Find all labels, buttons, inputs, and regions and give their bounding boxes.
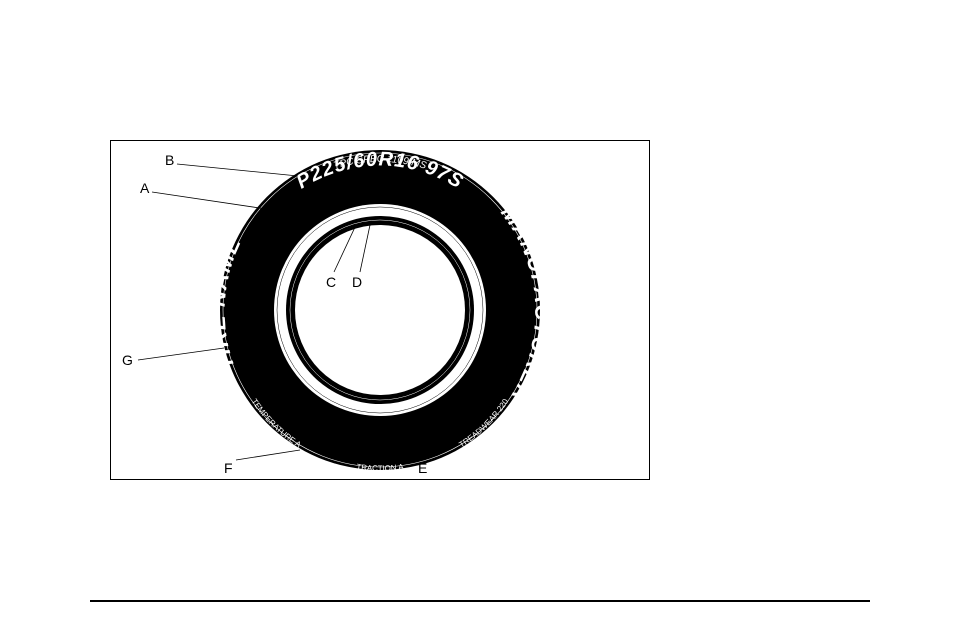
tire-diagram: MAX PRESS • RADIAL TUBELESS • DOT MAL9 A… xyxy=(0,0,954,636)
callout-A: A xyxy=(140,180,149,196)
leader-B xyxy=(177,164,298,176)
leader-F xyxy=(236,450,300,460)
page: MAX PRESS • RADIAL TUBELESS • DOT MAL9 A… xyxy=(0,0,954,636)
callout-E: E xyxy=(418,460,427,476)
callout-B: B xyxy=(165,152,174,168)
footer-rule xyxy=(90,600,870,602)
callout-D: D xyxy=(352,274,362,290)
callout-G: G xyxy=(122,352,133,368)
leader-A xyxy=(152,192,273,210)
callout-C: C xyxy=(326,274,336,290)
tire-bore xyxy=(295,225,465,395)
callout-F: F xyxy=(224,460,233,476)
